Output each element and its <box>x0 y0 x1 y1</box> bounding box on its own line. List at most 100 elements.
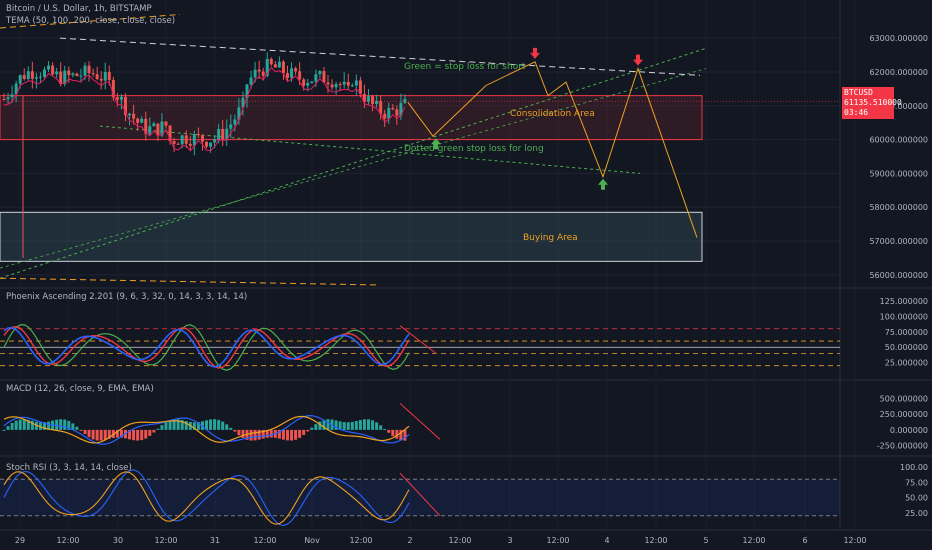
candle-body <box>164 121 168 126</box>
macd-histogram-bar <box>136 429 140 441</box>
candle-body <box>63 70 67 84</box>
upper-orange-dashed <box>0 13 181 29</box>
phoenix-indicator-label: Phoenix Ascending 2.201 (9, 6, 3, 32, 0,… <box>6 292 248 302</box>
macd-histogram-bar <box>99 429 103 441</box>
green-stop-short-note: Green = stop loss for short <box>404 62 526 72</box>
candle-body <box>318 71 322 75</box>
buying-area-label: Buying Area <box>523 233 578 243</box>
macd-histogram-bar <box>91 429 95 440</box>
macd-histogram-bar <box>95 429 99 441</box>
candle-body <box>281 61 285 74</box>
candle-body <box>34 77 38 79</box>
candle-body <box>229 124 233 129</box>
candle-body <box>2 99 6 101</box>
candle-body <box>140 118 144 123</box>
macd-histogram-bar <box>205 420 208 430</box>
x-tick-1: 12:00 <box>56 536 79 545</box>
macd-histogram-bar <box>30 420 34 430</box>
macd-histogram-bar <box>237 429 241 436</box>
macd-histogram-bar <box>128 429 132 440</box>
candle-body <box>225 128 229 140</box>
candle-body <box>22 75 26 79</box>
x-tick-13: 12:00 <box>644 536 667 545</box>
last-price-tag: BTCUSD 61135.510000 03:46 <box>842 87 902 119</box>
macd-histogram-bar <box>172 419 176 430</box>
candle-body <box>350 85 354 87</box>
macd-histogram-bar <box>314 424 318 430</box>
macd-histogram-bar <box>371 420 375 430</box>
candle-body <box>59 71 63 84</box>
phoenix-y-tick-3: 50.000000 <box>885 343 928 352</box>
macd-histogram-bar <box>294 429 298 440</box>
x-tick-17: 12:00 <box>843 536 866 545</box>
macd-histogram-bar <box>132 429 136 441</box>
candle-body <box>124 96 127 116</box>
candle-body <box>38 76 42 78</box>
macd-y-tick-2: 0.000000 <box>890 426 928 435</box>
candle-body <box>75 73 79 77</box>
macd-histogram-bar <box>375 422 379 430</box>
macd-histogram-bar <box>367 419 370 430</box>
price-tag-value: 61135.510000 <box>844 98 902 107</box>
candle-body <box>302 79 306 86</box>
candle-body <box>209 142 213 147</box>
macd-histogram-bar <box>103 429 107 440</box>
macd-histogram-bar <box>119 429 123 438</box>
macd-histogram-bar <box>148 429 152 436</box>
candle-body <box>334 84 338 88</box>
macd-histogram-bar <box>310 427 314 430</box>
macd-histogram-bar <box>213 419 217 430</box>
candle-body <box>156 123 160 136</box>
candle-body <box>294 68 298 72</box>
candle-body <box>119 96 123 100</box>
x-tick-11: 12:00 <box>546 536 569 545</box>
macd-histogram-bar <box>209 419 213 430</box>
candle-body <box>26 71 30 79</box>
dotted-support-trendline <box>0 47 707 279</box>
candle-body <box>148 126 152 134</box>
candle-body <box>196 134 200 136</box>
macd-histogram-bar <box>326 419 330 430</box>
candle-body <box>87 65 91 74</box>
macd-histogram-bar <box>383 428 387 430</box>
macd-histogram-bar <box>354 421 358 430</box>
candle-body <box>257 69 261 72</box>
candle-body <box>379 101 383 114</box>
macd-histogram-bar <box>14 420 18 430</box>
macd-histogram-bar <box>55 419 59 430</box>
candle-body <box>30 71 34 79</box>
x-tick-0: 29 <box>15 536 25 545</box>
stoch-d-line <box>3 471 410 525</box>
candle-body <box>111 79 115 98</box>
consolidation-area-zone <box>0 95 703 141</box>
candle-body <box>180 135 184 145</box>
macd-y-tick-1: 250.000000 <box>880 410 928 419</box>
macd-histogram-bar <box>249 429 253 441</box>
candle-body <box>132 113 136 119</box>
symbol-title: Bitcoin / U.S. Dollar, 1h, BITSTAMP <box>6 4 152 14</box>
candle-body <box>95 74 99 79</box>
buying-area-zone <box>0 211 703 262</box>
candle-body <box>269 58 273 65</box>
macd-histogram-bar <box>26 419 30 430</box>
candle-body <box>213 139 217 143</box>
candle-body <box>6 97 10 100</box>
macd-histogram-bar <box>241 429 245 438</box>
x-tick-14: 5 <box>703 536 708 545</box>
macd-histogram-bar <box>107 429 111 439</box>
candle-body <box>277 61 281 68</box>
macd-histogram-bar <box>160 425 164 430</box>
macd-down-arrow-line <box>399 402 441 440</box>
macd-histogram-bar <box>358 420 362 430</box>
candle-body <box>55 71 59 75</box>
candle-body <box>103 71 107 81</box>
macd-histogram-bar <box>217 419 221 430</box>
stoch-down-arrow-line <box>399 472 441 517</box>
x-tick-16: 6 <box>802 536 807 545</box>
macd-histogram-bar <box>395 429 399 439</box>
macd-histogram-bar <box>318 421 322 430</box>
candle-body <box>83 65 87 76</box>
long-entry-arrow-1 <box>431 138 441 150</box>
candle-body <box>128 113 132 116</box>
